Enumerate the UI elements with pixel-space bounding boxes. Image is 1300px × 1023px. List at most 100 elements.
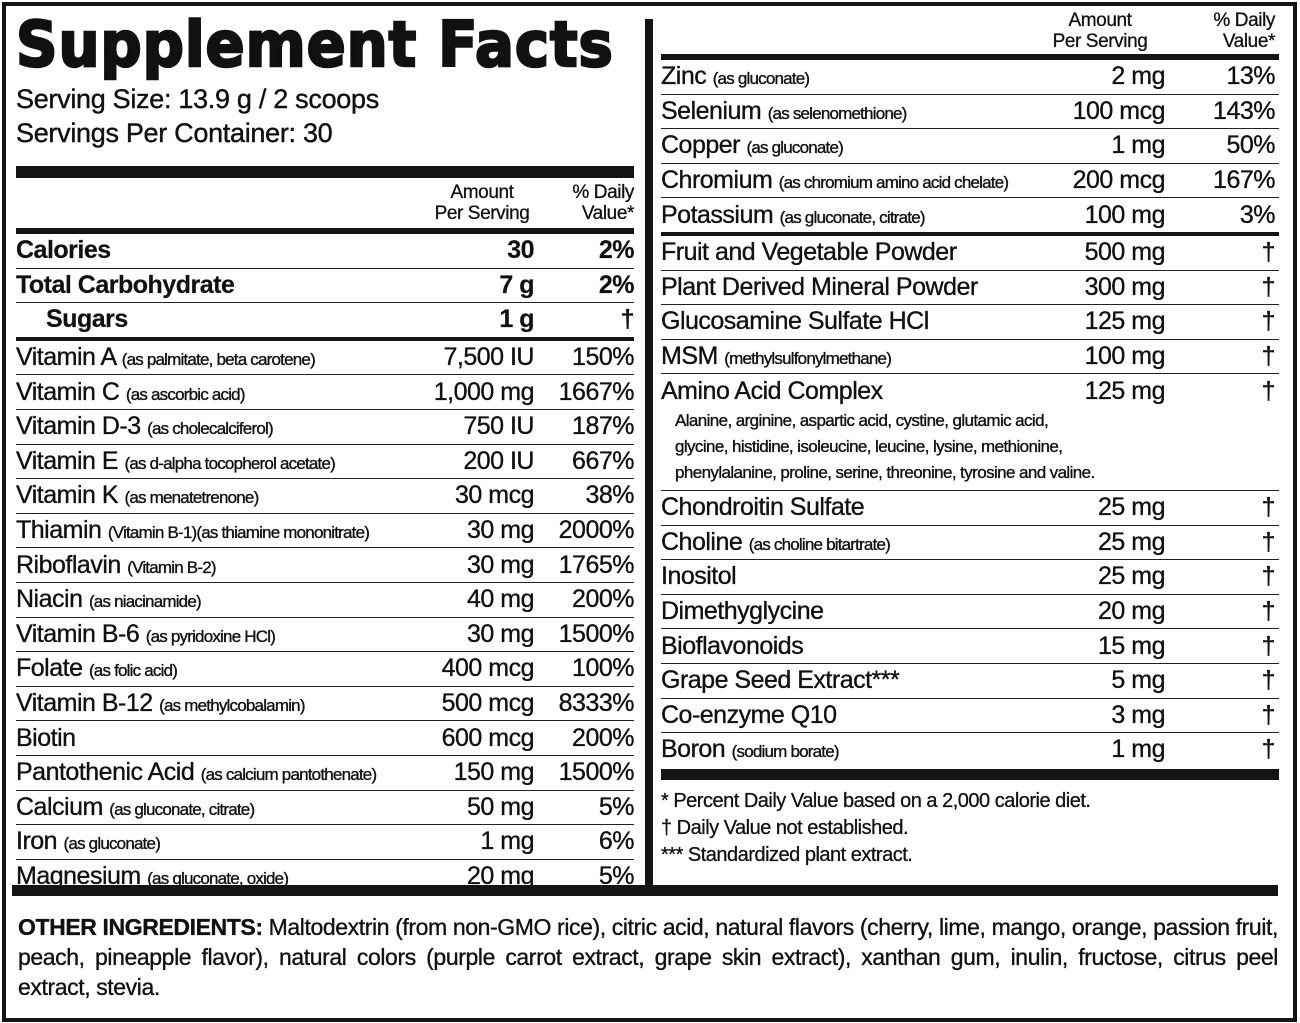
ingredient-name: Zinc (as gluconate): [661, 62, 810, 91]
table-row: Choline (as choline bitartrate) 25 mg †: [661, 526, 1279, 561]
table-row: Vitamin K (as menatetrenone) 30 mcg 38%: [16, 479, 635, 514]
daily-value: 187%: [572, 412, 635, 441]
daily-value: 143%: [1213, 96, 1276, 125]
label-title: Supplement Facts: [15, 7, 614, 83]
table-row: Fruit and Vegetable Powder 500 mg †: [661, 236, 1279, 271]
ingredient-name: Vitamin D-3 (as cholecalciferol): [16, 412, 274, 441]
daily-value: †: [1261, 527, 1275, 556]
table-row: Co-enzyme Q10 3 mg †: [661, 699, 1279, 734]
footnote-not-established: † Daily Value not established.: [661, 816, 909, 839]
ingredient-source: (as gluconate, citrate): [109, 799, 255, 819]
thick-rule: [16, 166, 634, 178]
amino-acid-list: Alanine, arginine, aspartic acid, cystin…: [675, 410, 1096, 482]
ingredient-list-b: Chondroitin Sulfate 25 mg † Choline (as cho…: [661, 491, 1279, 767]
table-row: Iron (as gluconate) 1 mg 6%: [16, 825, 635, 860]
ingredient-name: Plant Derived Mineral Powder: [661, 272, 978, 301]
table-row: Calcium (as gluconate, citrate) 50 mg 5%: [16, 791, 635, 826]
table-row: Glucosamine Sulfate HCl 125 mg †: [661, 305, 1279, 340]
daily-value: †: [1261, 238, 1275, 267]
ingredient-source: (sodium borate): [731, 742, 839, 762]
ingredient-name: Copper (as gluconate): [661, 131, 844, 160]
daily-value: †: [1261, 597, 1275, 626]
amount-value: 25 mg: [1098, 493, 1166, 522]
table-row: Plant Derived Mineral Powder 300 mg †: [661, 271, 1279, 306]
table-row: Vitamin E (as d-alpha tocopherol acetate…: [16, 445, 635, 480]
table-row: Copper (as gluconate) 1 mg 50%: [661, 129, 1279, 164]
table-row-amino-acid-complex: Amino Acid Complex 125 mg †: [661, 376, 1276, 405]
daily-value: 1500%: [558, 619, 634, 648]
daily-value: †: [1261, 342, 1275, 371]
daily-value: 50%: [1226, 131, 1275, 160]
ingredient-source: (as palmitate, beta carotene): [121, 350, 316, 370]
amount-value: 1 mg: [1111, 735, 1165, 764]
amount-value: 300 mg: [1084, 272, 1165, 301]
ingredient-name: Niacin (as niacinamide): [16, 585, 202, 614]
table-row-calories: Calories 30 2%: [16, 234, 635, 269]
daily-value-header: % Daily Value*: [572, 182, 634, 224]
ingredient-name: Vitamin K (as menatetrenone): [16, 481, 259, 510]
thin-rule: [661, 54, 1279, 60]
column-header: Amount Per Serving % Daily Value*: [661, 8, 1279, 54]
amount-value: 100 mcg: [1072, 96, 1165, 125]
daily-value: †: [1261, 307, 1275, 336]
ingredient-list-a: Fruit and Vegetable Powder 500 mg † Plant D…: [661, 236, 1279, 375]
thick-rule-bottom: [12, 885, 1278, 896]
amount-value: 100 mg: [1084, 342, 1165, 371]
ingredient-source: (as gluconate, citrate): [779, 207, 925, 227]
table-row: Vitamin A (as palmitate, beta carotene) 7…: [16, 341, 635, 376]
ingredient-name: Chromium (as chromium amino acid chelate…: [661, 166, 1010, 195]
daily-value: 1765%: [558, 550, 634, 579]
ingredient-name: Biotin: [16, 723, 76, 752]
daily-value: 200%: [572, 723, 635, 752]
ingredient-name: Dimethyglycine: [661, 597, 824, 626]
daily-value: 38%: [585, 481, 634, 510]
amount-value: 20 mg: [1098, 597, 1166, 626]
amount-value: 30 mcg: [455, 481, 535, 510]
daily-value: 5%: [598, 792, 635, 821]
footnotes: * Percent Daily Value based on a 2,000 c…: [661, 780, 1279, 869]
amount-value: 30 mg: [467, 550, 535, 579]
daily-value: 8333%: [558, 689, 634, 718]
ingredient-name: Co-enzyme Q10: [661, 700, 837, 729]
serving-size: Serving Size: 13.9 g / 2 scoops: [16, 84, 380, 114]
amount-value: 500 mcg: [441, 689, 534, 718]
daily-value: 2000%: [558, 516, 634, 545]
ingredient-source: (as pyridoxine HCl): [145, 626, 276, 646]
ingredient-name: Boron (sodium borate): [661, 735, 840, 764]
other-ingredients-label: OTHER INGREDIENTS:: [18, 914, 263, 940]
ingredient-name: Pantothenic Acid (as calcium pantothenat…: [16, 758, 378, 787]
amount-value: 15 mg: [1098, 631, 1166, 660]
daily-value: 1667%: [558, 377, 634, 406]
ingredient-name: Chondroitin Sulfate: [661, 493, 865, 522]
table-row: Thiamin (Vitamin B-1)(as thiamine mononi…: [16, 514, 635, 549]
ingredient-source: (methylsulfonylmethane): [724, 349, 892, 369]
ingredient-name: Glucosamine Sulfate HCl: [661, 307, 929, 336]
table-row: Vitamin C (as ascorbic acid) 1,000 mg 1667…: [16, 375, 635, 410]
amount-value: 30 mg: [467, 516, 535, 545]
ingredient-name: Fruit and Vegetable Powder: [661, 238, 957, 267]
table-row: Chondroitin Sulfate 25 mg †: [661, 491, 1279, 526]
amount-value: 1 mg: [1111, 131, 1165, 160]
ingredient-source: (as chromium amino acid chelate): [778, 173, 1010, 193]
ingredient-source: (as niacinamide): [88, 592, 202, 612]
amount-value: 100 mg: [1084, 200, 1165, 229]
ingredient-source: (Vitamin B-2): [127, 557, 217, 577]
ingredient-name: Vitamin B-12 (as methylcobalamin): [16, 689, 306, 718]
column-header: Amount Per Serving % Daily Value*: [16, 178, 634, 228]
ingredient-source: (as calcium pantothenate): [200, 765, 378, 785]
table-row: Vitamin B-6 (as pyridoxine HCl) 30 mg 1500…: [16, 618, 635, 653]
daily-value: 3%: [1239, 200, 1276, 229]
ingredient-source: (as d-alpha tocopherol acetate): [124, 453, 336, 473]
thick-rule: [661, 768, 1279, 780]
amount-value: 500 mg: [1084, 238, 1165, 267]
amount-value: 7,500 IU: [443, 343, 534, 372]
ingredient-name: Vitamin B-6 (as pyridoxine HCl): [16, 619, 276, 648]
left-column: Supplement Facts Serving Size: 13.9 g / …: [15, 7, 635, 893]
ingredient-source: (as gluconate): [746, 138, 844, 158]
ingredient-source: (as selenomethione): [767, 103, 908, 123]
table-row: Boron (sodium borate) 1 mg †: [661, 733, 1279, 767]
ingredient-name: MSM (methylsulfonylmethane): [661, 342, 892, 371]
table-row: Potassium (as gluconate, citrate) 100 mg 3…: [661, 198, 1279, 236]
amount-value: 50 mg: [467, 792, 535, 821]
ingredient-name: Bioflavonoids: [661, 631, 804, 660]
